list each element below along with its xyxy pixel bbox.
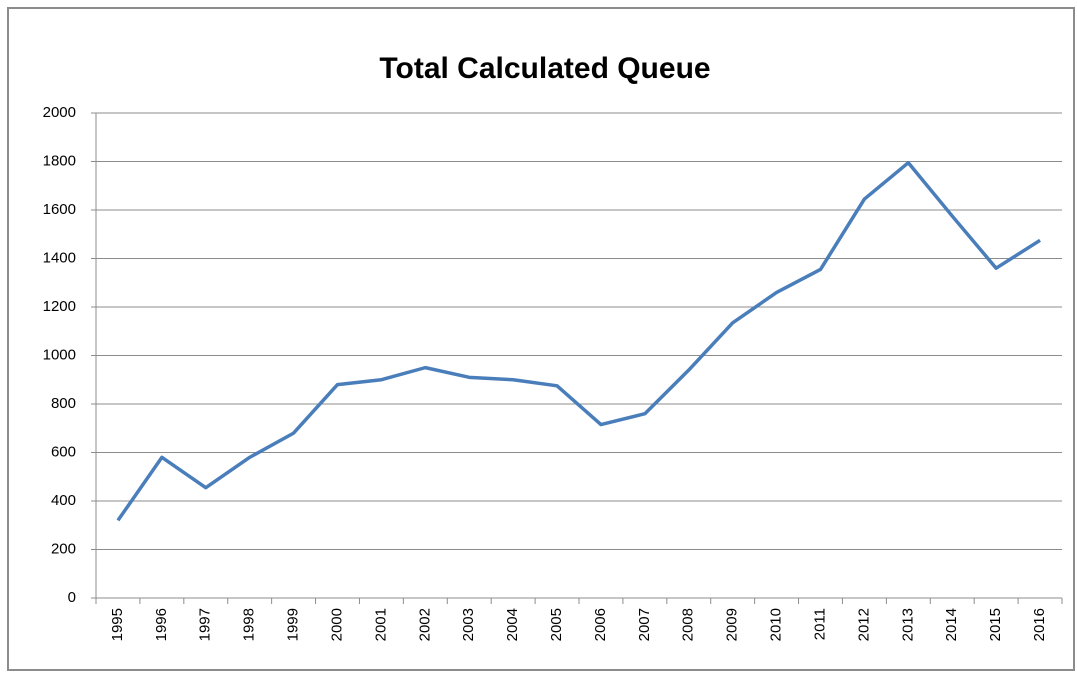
x-tick-label: 2011 xyxy=(811,608,828,640)
x-tick-label: 2012 xyxy=(855,608,872,641)
chart-border xyxy=(7,7,1075,671)
chart-title: Total Calculated Queue xyxy=(379,52,710,85)
x-tick-label: 2005 xyxy=(548,608,565,641)
x-tick-label: 2000 xyxy=(328,608,345,641)
x-tick-label: 2008 xyxy=(680,608,697,641)
x-tick-label: 2004 xyxy=(504,608,521,641)
x-tick-label: 2006 xyxy=(592,608,609,641)
x-tick-label: 2016 xyxy=(1031,608,1048,641)
x-tick-label: 2002 xyxy=(416,608,433,641)
y-tick-label: 0 xyxy=(68,589,76,606)
y-tick-label: 800 xyxy=(51,395,76,412)
y-tick-label: 1400 xyxy=(43,249,76,266)
y-tick-label: 400 xyxy=(51,492,76,509)
y-tick-label: 1000 xyxy=(43,346,76,363)
x-tick-label: 2015 xyxy=(987,608,1004,641)
y-tick-label: 2000 xyxy=(43,104,76,121)
y-tick-label: 1800 xyxy=(43,152,76,169)
x-tick-label: 1999 xyxy=(285,608,302,641)
x-tick-label: 1997 xyxy=(197,608,214,641)
x-tick-label: 2010 xyxy=(768,608,785,641)
y-tick-label: 600 xyxy=(51,443,76,460)
x-tick-label: 2001 xyxy=(372,608,389,641)
x-tick-label: 2003 xyxy=(460,608,477,641)
x-tick-label: 1998 xyxy=(241,608,258,641)
data-line xyxy=(116,160,1041,522)
y-tick-label: 1600 xyxy=(43,201,76,218)
x-tick-label: 1996 xyxy=(153,608,170,641)
y-tick-label: 200 xyxy=(51,540,76,557)
x-tick-label: 2007 xyxy=(636,608,653,641)
x-tick-label: 2013 xyxy=(899,608,916,641)
x-tick-label: 1995 xyxy=(109,608,126,641)
x-tick-label: 2009 xyxy=(724,608,741,641)
x-tick-label: 2014 xyxy=(943,608,960,641)
y-tick-label: 1200 xyxy=(43,298,76,315)
